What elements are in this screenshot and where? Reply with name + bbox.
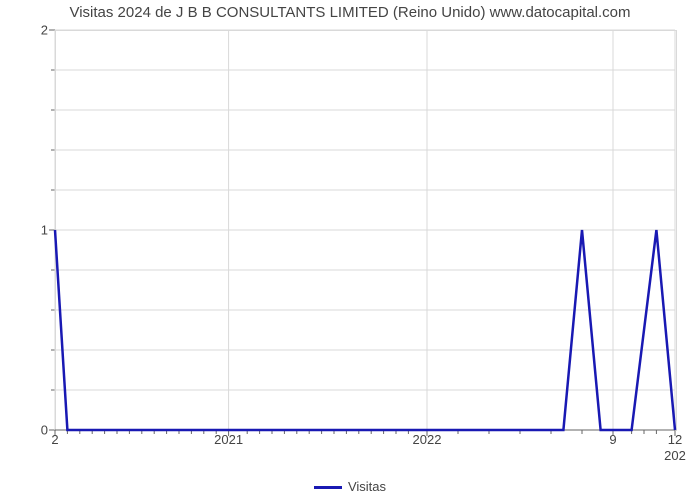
y-tick-label: 1: [41, 223, 48, 238]
y-tick-label: 2: [41, 23, 48, 38]
x-tick-label: 202: [664, 448, 686, 463]
chart-svg: [55, 30, 675, 430]
x-tick-label: 2022: [413, 432, 442, 447]
x-tick-label: 9: [609, 432, 616, 447]
legend-swatch: [314, 486, 342, 489]
x-tick-label: 12: [668, 432, 682, 447]
y-tick-label: 0: [41, 423, 48, 438]
legend-label: Visitas: [348, 479, 386, 494]
legend: Visitas: [0, 479, 700, 494]
chart-container: Visitas 2024 de J B B CONSULTANTS LIMITE…: [0, 0, 700, 500]
x-tick-label: 2: [51, 432, 58, 447]
x-tick-label: 2021: [214, 432, 243, 447]
chart-title: Visitas 2024 de J B B CONSULTANTS LIMITE…: [0, 4, 700, 21]
